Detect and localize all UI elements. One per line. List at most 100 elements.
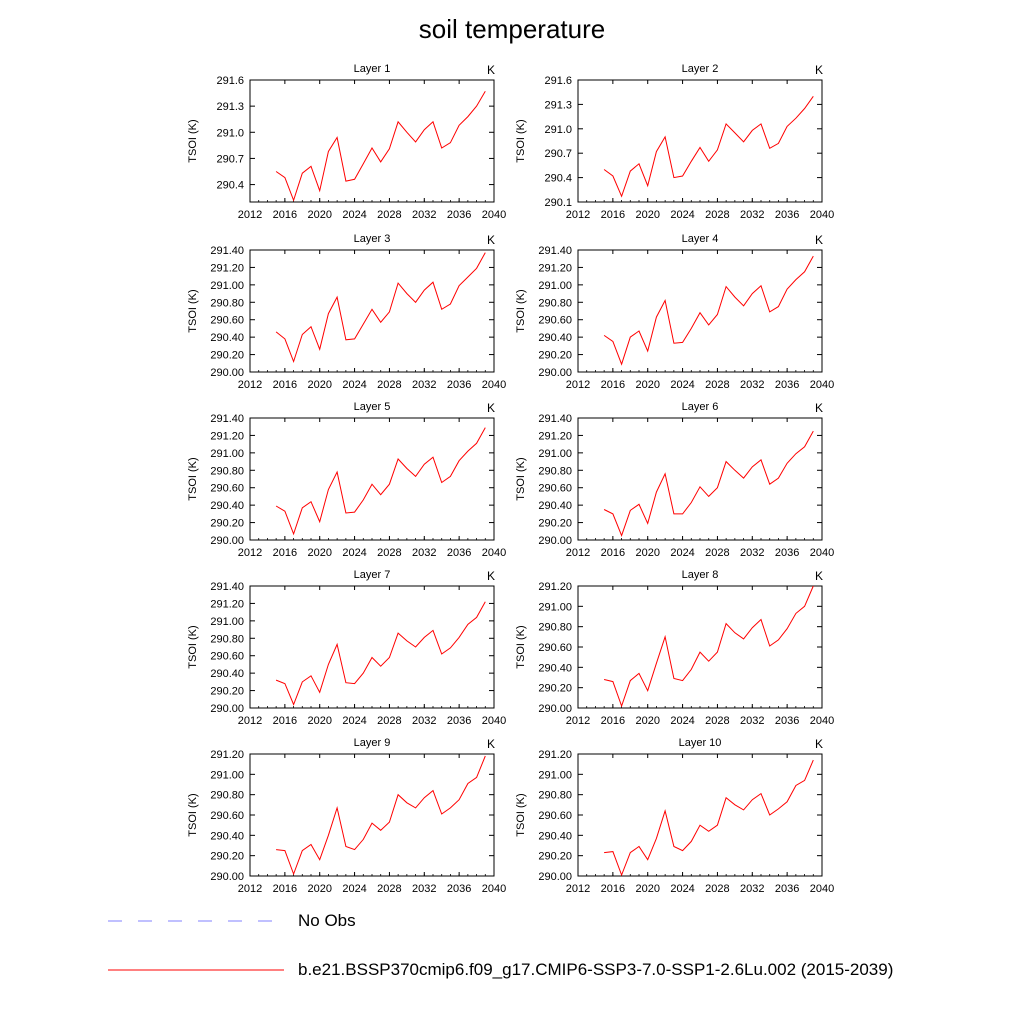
y-tick-label-1: 291.0: [216, 127, 244, 139]
x-tick-label-8: 2036: [775, 715, 799, 727]
x-tick-label-7: 2024: [342, 715, 366, 727]
x-tick-label-9: 2016: [273, 883, 297, 895]
panel-unit-10: K: [815, 737, 823, 751]
y-tick-label-6: 290.20: [538, 518, 572, 530]
x-tick-label-9: 2040: [482, 883, 506, 895]
y-tick-label-5: 291.40: [210, 413, 244, 425]
y-tick-label-2: 290.1: [544, 197, 572, 209]
y-tick-label-7: 291.20: [210, 598, 244, 610]
y-axis-label-2: TSOI (K): [515, 119, 527, 162]
panel-title-4: Layer 4: [682, 233, 719, 245]
y-tick-label-2: 291.3: [544, 99, 572, 111]
x-tick-label-6: 2036: [775, 547, 799, 559]
x-tick-label-3: 2028: [377, 379, 401, 391]
x-tick-label-2: 2028: [705, 209, 729, 221]
x-tick-label-8: 2012: [566, 715, 590, 727]
x-tick-label-5: 2020: [307, 547, 331, 559]
x-tick-label-3: 2024: [342, 379, 366, 391]
series-line-8-1: [603, 585, 814, 708]
y-tick-label-10: 290.80: [538, 790, 572, 802]
y-tick-label-10: 291.20: [538, 749, 572, 761]
y-tick-label-6: 291.00: [538, 448, 572, 460]
series-line-2-1: [603, 96, 814, 198]
y-tick-label-6: 291.20: [538, 430, 572, 442]
y-tick-label-9: 290.80: [210, 790, 244, 802]
x-tick-label-6: 2012: [566, 547, 590, 559]
y-tick-label-3: 291.20: [210, 262, 244, 274]
panel-unit-6: K: [815, 401, 823, 415]
y-tick-label-4: 290.40: [538, 332, 572, 344]
y-tick-label-5: 290.40: [210, 500, 244, 512]
series-line-4-1: [603, 255, 814, 366]
y-tick-label-9: 290.40: [210, 830, 244, 842]
y-tick-label-10: 290.60: [538, 810, 572, 822]
panel-title-7: Layer 7: [354, 569, 391, 581]
x-tick-label-5: 2024: [342, 547, 366, 559]
x-tick-label-10: 2036: [775, 883, 799, 895]
y-tick-label-1: 290.7: [216, 153, 244, 165]
x-tick-label-10: 2040: [810, 883, 834, 895]
panel-title-1: Layer 1: [354, 63, 391, 75]
page-title: soil temperature: [418, 14, 606, 44]
y-tick-label-5: 291.20: [210, 430, 244, 442]
panel-unit-8: K: [815, 569, 823, 583]
y-tick-label-8: 290.80: [538, 622, 572, 634]
y-tick-label-5: 290.60: [210, 483, 244, 495]
legend-label-model: b.e21.BSSP370cmip6.f09_g17.CMIP6-SSP3-7.…: [298, 960, 894, 979]
series-line-6-1: [603, 430, 814, 538]
x-tick-label-9: 2028: [377, 883, 401, 895]
y-tick-label-9: 290.00: [210, 871, 244, 883]
panel-title-10: Layer 10: [679, 737, 722, 749]
panel-unit-9: K: [487, 737, 495, 751]
y-tick-label-7: 290.40: [210, 668, 244, 680]
x-tick-label-3: 2020: [307, 379, 331, 391]
x-tick-label-2: 2024: [670, 209, 694, 221]
panel-title-5: Layer 5: [354, 401, 391, 413]
x-tick-label-1: 2036: [447, 209, 471, 221]
series-line-5-1: [275, 427, 486, 536]
x-tick-label-4: 2036: [775, 379, 799, 391]
x-tick-label-9: 2020: [307, 883, 331, 895]
y-tick-label-3: 291.40: [210, 245, 244, 257]
x-tick-label-9: 2032: [412, 883, 436, 895]
x-tick-label-5: 2012: [238, 547, 262, 559]
y-tick-label-7: 290.60: [210, 651, 244, 663]
y-tick-label-4: 290.00: [538, 367, 572, 379]
y-tick-label-4: 291.00: [538, 280, 572, 292]
y-tick-label-8: 290.60: [538, 642, 572, 654]
x-tick-label-5: 2028: [377, 547, 401, 559]
x-tick-label-4: 2016: [601, 379, 625, 391]
y-axis-label-10: TSOI (K): [515, 793, 527, 836]
x-tick-label-10: 2024: [670, 883, 694, 895]
y-tick-label-10: 290.40: [538, 830, 572, 842]
x-tick-label-4: 2032: [740, 379, 764, 391]
panel-unit-4: K: [815, 233, 823, 247]
y-axis-label-1: TSOI (K): [187, 119, 199, 162]
y-tick-label-3: 290.80: [210, 297, 244, 309]
y-tick-label-9: 290.60: [210, 810, 244, 822]
x-tick-label-9: 2024: [342, 883, 366, 895]
y-tick-label-8: 291.20: [538, 581, 572, 593]
y-tick-label-6: 290.40: [538, 500, 572, 512]
panel-title-9: Layer 9: [354, 737, 391, 749]
y-tick-label-10: 291.00: [538, 769, 572, 781]
x-tick-label-1: 2020: [307, 209, 331, 221]
y-tick-label-3: 290.60: [210, 315, 244, 327]
x-tick-label-7: 2028: [377, 715, 401, 727]
y-tick-label-6: 290.60: [538, 483, 572, 495]
x-tick-label-8: 2024: [670, 715, 694, 727]
y-tick-label-3: 291.00: [210, 280, 244, 292]
x-tick-label-4: 2020: [635, 379, 659, 391]
y-tick-label-9: 290.20: [210, 851, 244, 863]
x-tick-label-1: 2040: [482, 209, 506, 221]
y-tick-label-3: 290.00: [210, 367, 244, 379]
x-tick-label-1: 2024: [342, 209, 366, 221]
y-tick-label-5: 290.80: [210, 465, 244, 477]
y-axis-label-9: TSOI (K): [187, 793, 199, 836]
y-tick-label-5: 290.20: [210, 518, 244, 530]
y-tick-label-2: 290.4: [544, 173, 572, 185]
x-tick-label-4: 2012: [566, 379, 590, 391]
y-tick-label-3: 290.20: [210, 350, 244, 362]
y-tick-label-10: 290.20: [538, 851, 572, 863]
